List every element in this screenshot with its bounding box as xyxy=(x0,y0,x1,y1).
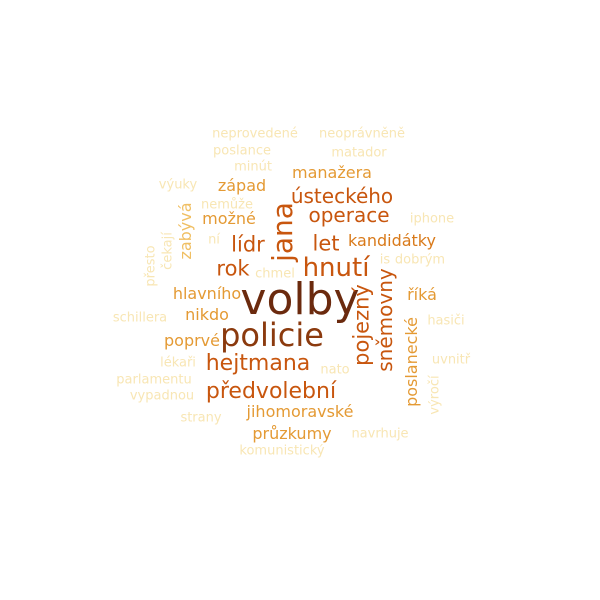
word-říká: říká xyxy=(407,285,437,304)
word-kandidátky: kandidátky xyxy=(348,231,436,250)
word-lídr: lídr xyxy=(231,232,265,257)
word-matador: matador xyxy=(331,145,387,161)
word-pojezný: pojezný xyxy=(349,284,374,366)
word-uvnitř: uvnitř xyxy=(431,352,471,368)
word-jana: jana xyxy=(266,202,299,262)
word-předvolební: předvolební xyxy=(205,379,337,404)
word-možné: možné xyxy=(202,209,256,228)
word-hasiči: hasiči xyxy=(427,313,465,329)
word-čekají: čekají xyxy=(160,232,176,270)
word-komunistický: komunistický xyxy=(239,443,325,459)
word-nikdo: nikdo xyxy=(185,305,229,324)
word-ní: ní xyxy=(208,232,220,248)
word-parlamentu: parlamentu xyxy=(116,372,192,388)
word-navrhuje: navrhuje xyxy=(351,426,409,442)
word-zabývá: zabývá xyxy=(176,202,195,260)
word-chmel: chmel xyxy=(255,266,295,282)
word-minút: minút xyxy=(234,159,272,175)
word-neoprávněně: neoprávněně xyxy=(319,126,405,142)
word-výročí: výročí xyxy=(427,375,443,415)
word-jihomoravské: jihomoravské xyxy=(246,402,354,421)
word-operace: operace xyxy=(308,203,390,227)
word-let: let xyxy=(312,231,340,256)
word-hlavního: hlavního xyxy=(172,284,242,303)
word-rok: rok xyxy=(216,256,250,281)
word-poslanecké: poslanecké xyxy=(402,317,421,407)
word-nemůže: nemůže xyxy=(201,197,253,213)
word-přesto: přesto xyxy=(143,245,159,287)
word-is: is xyxy=(379,252,391,268)
word-ústeckého: ústeckého xyxy=(290,184,394,208)
word-poslance: poslance xyxy=(213,143,271,159)
word-sněmovny: sněmovny xyxy=(373,268,397,372)
word-manažera: manažera xyxy=(292,163,372,182)
word-schillera: schillera xyxy=(112,310,168,326)
word-vypadnou: vypadnou xyxy=(129,388,195,404)
word-poprvé: poprvé xyxy=(164,331,220,350)
word-nato: nato xyxy=(320,362,350,378)
word-výuky: výuky xyxy=(158,177,198,193)
word-hnutí: hnutí xyxy=(302,253,370,283)
word-strany: strany xyxy=(180,410,222,426)
word-dobrým: dobrým xyxy=(394,252,446,268)
word-západ: západ xyxy=(217,176,267,195)
word-policie: policie xyxy=(220,316,324,354)
word-volby: volby xyxy=(240,274,360,325)
word-lékaři: lékaři xyxy=(160,355,196,371)
word-neprovedené: neprovedené xyxy=(212,126,298,142)
word-hejtmana: hejtmana xyxy=(205,351,311,376)
word-průzkumy: průzkumy xyxy=(252,424,332,443)
word-iphone: iphone xyxy=(409,211,455,227)
